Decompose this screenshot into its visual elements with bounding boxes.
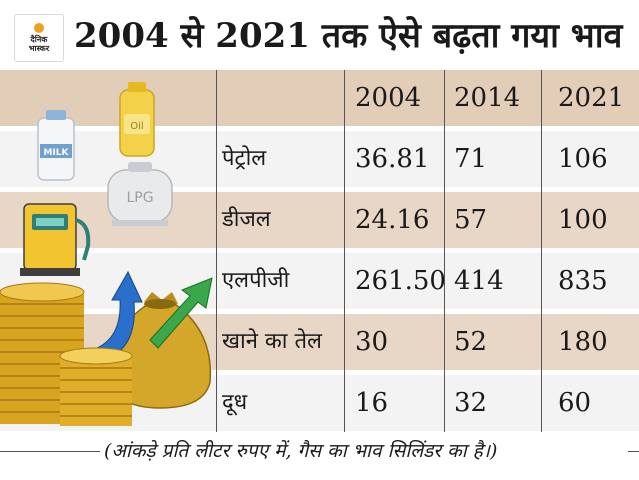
column-header-2021: 2021 [558, 83, 625, 113]
table-cell: 180 [558, 327, 608, 357]
table-cell: 60 [558, 388, 592, 418]
row-label-edible-oil: खाने का तेल [222, 329, 322, 354]
table-cell: 106 [558, 144, 608, 174]
svg-text:MILK: MILK [43, 148, 69, 158]
row-label-petrol: पेट्रोल [222, 146, 267, 171]
table-cell: 30 [355, 327, 389, 357]
column-divider [541, 70, 542, 432]
table-cell: 57 [454, 205, 488, 235]
table-cell: 52 [454, 327, 488, 357]
table-cell: 100 [558, 205, 608, 235]
coin-stack-icon [59, 347, 133, 426]
column-divider [444, 70, 445, 432]
svg-text:LPG: LPG [126, 190, 153, 206]
milk-bottle-icon: MILK [37, 110, 75, 181]
table-header-row: 2004 2014 2021 [0, 70, 639, 126]
row-label-diesel: डीजल [222, 207, 271, 232]
table-row: डीजल 24.16 57 100 [0, 192, 639, 248]
lpg-cylinder-icon: LPG [107, 162, 173, 226]
commodity-illustration: MILK Oil LPG [0, 82, 213, 426]
rising-arrow-green-icon [149, 277, 213, 349]
table-cell: 16 [355, 388, 389, 418]
oil-bottle-icon: Oil [119, 82, 155, 157]
table-cell: 32 [454, 388, 488, 418]
table-cell: 261.50 [355, 266, 446, 296]
column-header-2014: 2014 [454, 83, 521, 113]
fuel-pump-icon [20, 203, 91, 276]
table-row: एलपीजी 261.50 414 835 [0, 253, 639, 309]
table-cell: 24.16 [355, 205, 430, 235]
sun-icon [34, 23, 44, 33]
table-cell: 835 [558, 266, 608, 296]
page-title: 2004 से 2021 तक ऐसे बढ़ता गया भाव [74, 16, 623, 56]
header: दैनिक भास्कर 2004 से 2021 तक ऐसे बढ़ता ग… [0, 0, 639, 66]
table-row: पेट्रोल 36.81 71 106 [0, 131, 639, 187]
column-divider [216, 70, 217, 432]
row-label-milk: दूध [222, 390, 248, 415]
logo-text: दैनिक भास्कर [28, 35, 50, 53]
dainik-bhaskar-logo: दैनिक भास्कर [14, 14, 64, 62]
row-label-lpg: एलपीजी [222, 268, 290, 293]
footnote: (आंकड़े प्रति लीटर रुपए में, गैस का भाव … [104, 440, 498, 462]
table-cell: 36.81 [355, 144, 430, 174]
svg-text:Oil: Oil [130, 121, 143, 132]
column-header-2004: 2004 [355, 83, 422, 113]
footer-divider [0, 451, 100, 452]
table-cell: 71 [454, 144, 488, 174]
column-divider [344, 70, 345, 432]
table-cell: 414 [454, 266, 504, 296]
footer-divider [628, 451, 639, 452]
